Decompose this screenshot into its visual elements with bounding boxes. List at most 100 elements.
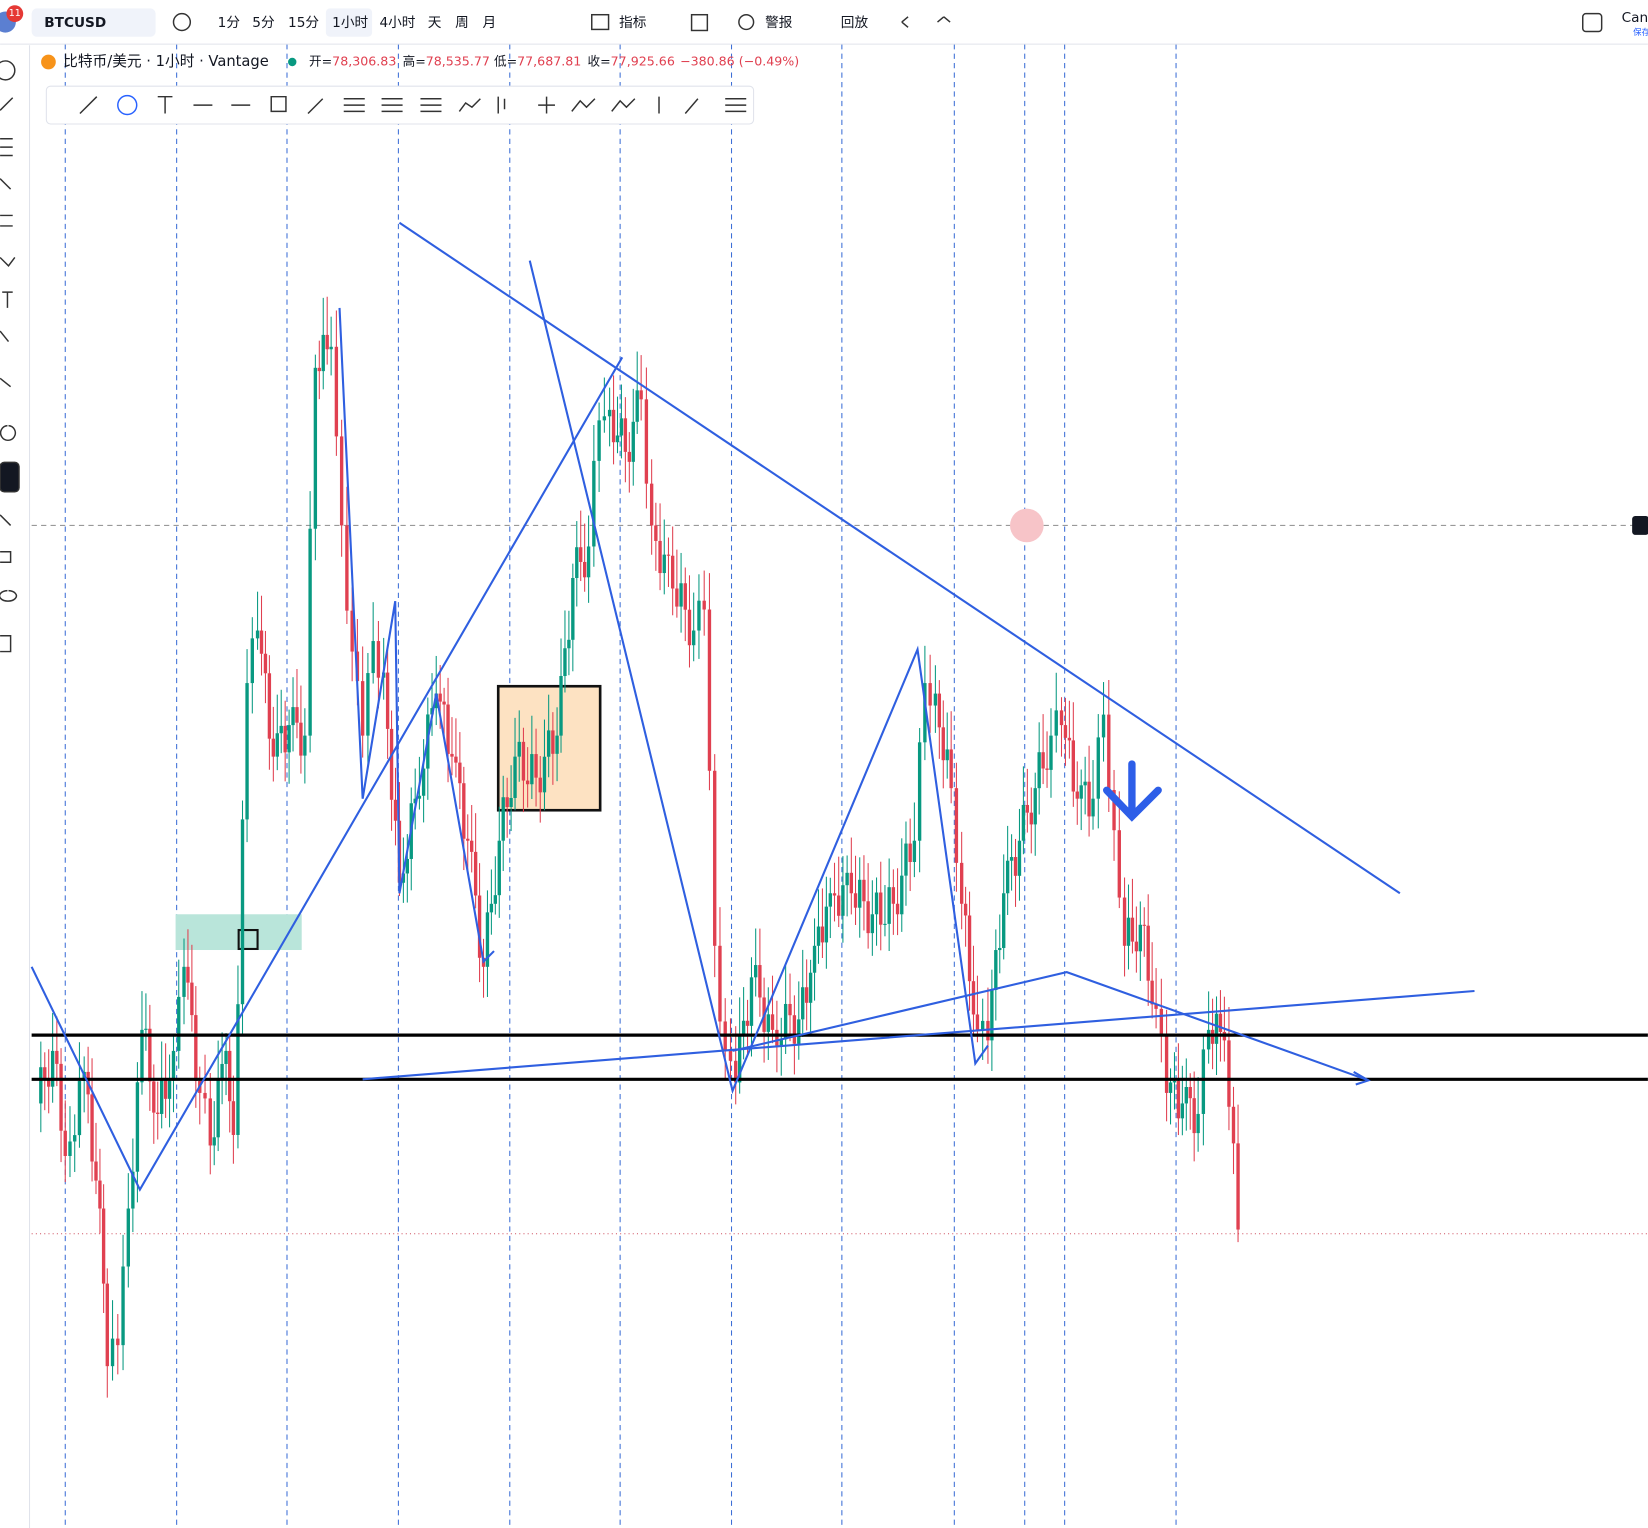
candle-body xyxy=(477,895,482,958)
candle-body xyxy=(1134,941,1139,952)
interval[interactable]: 4小时 xyxy=(379,15,415,31)
candle-body xyxy=(1231,1106,1236,1144)
candle-body xyxy=(401,873,406,883)
interval[interactable]: 天 xyxy=(428,15,442,31)
candle-body xyxy=(666,554,671,556)
candle-body xyxy=(126,1208,130,1267)
legend-value: 77,687.81 xyxy=(517,54,581,69)
candle-body xyxy=(509,797,513,808)
crosshair-add[interactable] xyxy=(1632,515,1648,535)
candle-body xyxy=(853,893,858,908)
candle-body xyxy=(350,610,354,652)
candle-body xyxy=(466,838,470,841)
candle-body xyxy=(707,609,712,771)
candle-body xyxy=(317,367,321,372)
candle-body xyxy=(779,1039,783,1046)
candle-body xyxy=(923,683,927,743)
interval[interactable]: 15分 xyxy=(288,15,319,31)
sidebar-icons[interactable] xyxy=(0,60,20,653)
candle-body xyxy=(597,420,601,461)
candle-body xyxy=(602,416,607,421)
alert-icon[interactable] xyxy=(738,13,755,31)
add-symbol[interactable] xyxy=(172,12,192,32)
candle-body xyxy=(366,673,370,736)
interval[interactable]: 周 xyxy=(455,15,469,31)
candle-body xyxy=(1091,798,1095,817)
candle-body xyxy=(1059,710,1064,726)
candle-body xyxy=(212,1137,216,1146)
candle-body xyxy=(1138,924,1143,952)
badge-count: 11 xyxy=(9,8,21,19)
candle-body xyxy=(1096,737,1100,799)
candle-body xyxy=(1005,860,1010,894)
cursor xyxy=(1010,508,1044,543)
candle-body xyxy=(644,399,649,484)
candle-body xyxy=(928,683,932,706)
candle-body xyxy=(1071,740,1076,792)
alerts[interactable]: 警报 xyxy=(765,15,793,31)
candle-body xyxy=(908,843,912,862)
interval[interactable]: 1小时 xyxy=(332,15,368,31)
candle-body xyxy=(542,756,547,793)
indicators-icon[interactable] xyxy=(591,13,610,31)
candle-body xyxy=(287,725,291,753)
replay[interactable]: 回放 xyxy=(841,15,869,31)
candle-body xyxy=(841,885,845,916)
candle-body xyxy=(718,945,722,1022)
candle-body xyxy=(1049,735,1053,770)
coin-icon xyxy=(41,54,56,70)
symbol[interactable]: BTCUSD xyxy=(44,15,106,31)
fullscreen[interactable] xyxy=(1582,12,1603,33)
interval-active xyxy=(325,8,373,37)
candle-body xyxy=(144,1028,148,1030)
undo-redo[interactable] xyxy=(901,16,951,28)
drawing-tools[interactable] xyxy=(79,94,747,116)
candle-body xyxy=(1087,781,1091,817)
interval[interactable]: 1分 xyxy=(218,15,241,31)
candle-body xyxy=(1017,840,1022,876)
candle-body xyxy=(152,1081,156,1113)
candle-body xyxy=(203,1092,207,1099)
candle-body xyxy=(493,895,498,904)
candle-body xyxy=(797,1019,801,1044)
candle-body xyxy=(963,903,968,916)
candle-body xyxy=(156,1112,160,1114)
symbol-search[interactable] xyxy=(31,8,156,37)
candle-body xyxy=(1033,788,1037,825)
candle-body xyxy=(1063,725,1068,738)
candle-body xyxy=(824,906,829,943)
layout-icon[interactable] xyxy=(690,13,709,32)
candle-body xyxy=(783,1003,788,1040)
candle-body xyxy=(385,672,390,729)
indicators[interactable]: 指标 xyxy=(619,15,647,31)
candle-body xyxy=(631,421,635,462)
candle-body xyxy=(1002,893,1006,948)
candle-body xyxy=(171,1050,176,1081)
candle-body xyxy=(177,996,181,1051)
legend-value: 78,306.83 xyxy=(332,54,396,69)
candle-body xyxy=(454,756,458,763)
candle-body xyxy=(505,797,509,808)
interval[interactable]: 5分 xyxy=(252,15,275,31)
candle-body xyxy=(1083,781,1087,786)
candle-body xyxy=(1164,1036,1169,1093)
right-label[interactable]: Can xyxy=(1622,10,1648,26)
candle-body xyxy=(140,1029,144,1083)
candle-body xyxy=(933,693,938,706)
candle-body xyxy=(571,577,575,640)
legend-label: 收= xyxy=(588,54,611,69)
candle-body xyxy=(485,912,490,967)
candle-body xyxy=(450,753,454,757)
candle-body xyxy=(741,1020,746,1037)
candle-body xyxy=(623,418,628,452)
candle-body xyxy=(749,977,754,1026)
candle-body xyxy=(697,600,701,631)
candle-body xyxy=(627,451,632,462)
legend-value: 77,925.66 xyxy=(611,54,675,69)
candle-body xyxy=(1176,1080,1181,1119)
candle-body xyxy=(1184,1086,1188,1104)
candle-body xyxy=(658,540,662,574)
interval[interactable]: 月 xyxy=(482,15,496,31)
candle-body xyxy=(1013,857,1018,876)
